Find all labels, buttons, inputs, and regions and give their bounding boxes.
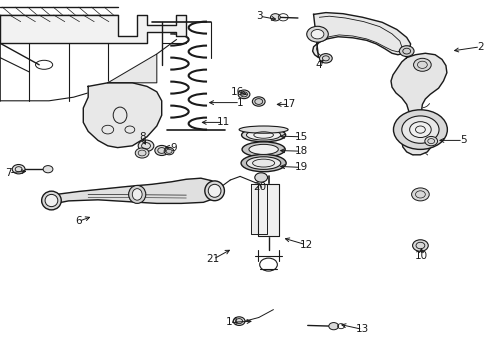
Circle shape — [43, 166, 53, 173]
Circle shape — [155, 145, 169, 156]
Text: 18: 18 — [294, 146, 308, 156]
Circle shape — [414, 58, 431, 71]
Text: 16: 16 — [231, 87, 245, 97]
Circle shape — [138, 140, 154, 152]
Text: 4: 4 — [315, 60, 322, 70]
Ellipse shape — [132, 189, 142, 200]
Polygon shape — [42, 178, 220, 205]
Circle shape — [164, 148, 174, 155]
Text: 6: 6 — [75, 216, 82, 226]
Circle shape — [238, 90, 250, 99]
Circle shape — [410, 122, 431, 138]
Circle shape — [311, 30, 324, 39]
Ellipse shape — [242, 142, 285, 157]
Circle shape — [252, 97, 265, 106]
Text: 3: 3 — [256, 11, 263, 21]
Polygon shape — [251, 184, 267, 234]
Ellipse shape — [239, 126, 288, 133]
Circle shape — [135, 148, 149, 158]
Polygon shape — [313, 13, 411, 58]
Ellipse shape — [246, 157, 281, 169]
Text: 11: 11 — [216, 117, 230, 127]
Text: 14: 14 — [226, 317, 240, 327]
Circle shape — [255, 173, 268, 182]
Circle shape — [412, 188, 429, 201]
Text: 21: 21 — [206, 254, 220, 264]
Text: 8: 8 — [139, 132, 146, 142]
Ellipse shape — [241, 154, 286, 172]
Text: 13: 13 — [356, 324, 369, 334]
Circle shape — [402, 116, 439, 143]
Text: 20: 20 — [253, 182, 266, 192]
Circle shape — [399, 46, 414, 57]
Ellipse shape — [205, 181, 224, 201]
Ellipse shape — [128, 185, 146, 203]
Text: 1: 1 — [237, 98, 244, 108]
Circle shape — [270, 14, 280, 21]
Circle shape — [393, 110, 447, 149]
Text: 17: 17 — [282, 99, 296, 109]
Circle shape — [319, 54, 332, 63]
Text: 9: 9 — [171, 143, 177, 153]
Circle shape — [413, 240, 428, 251]
Polygon shape — [258, 184, 279, 236]
Ellipse shape — [246, 130, 281, 140]
Ellipse shape — [208, 184, 221, 197]
Text: 12: 12 — [299, 240, 313, 250]
Text: 15: 15 — [294, 132, 308, 142]
Ellipse shape — [249, 144, 278, 154]
Ellipse shape — [242, 128, 286, 142]
Text: 19: 19 — [294, 162, 308, 172]
Circle shape — [329, 323, 339, 330]
Polygon shape — [0, 15, 186, 43]
Polygon shape — [83, 83, 162, 148]
Ellipse shape — [45, 194, 58, 207]
Text: 5: 5 — [460, 135, 466, 145]
Ellipse shape — [42, 191, 61, 210]
Polygon shape — [391, 53, 447, 155]
Text: 10: 10 — [415, 251, 428, 261]
Polygon shape — [108, 54, 157, 83]
Circle shape — [12, 165, 25, 174]
Text: 7: 7 — [5, 168, 12, 178]
Circle shape — [425, 136, 438, 146]
Circle shape — [307, 26, 328, 42]
Circle shape — [233, 317, 245, 325]
Text: 2: 2 — [477, 42, 484, 52]
